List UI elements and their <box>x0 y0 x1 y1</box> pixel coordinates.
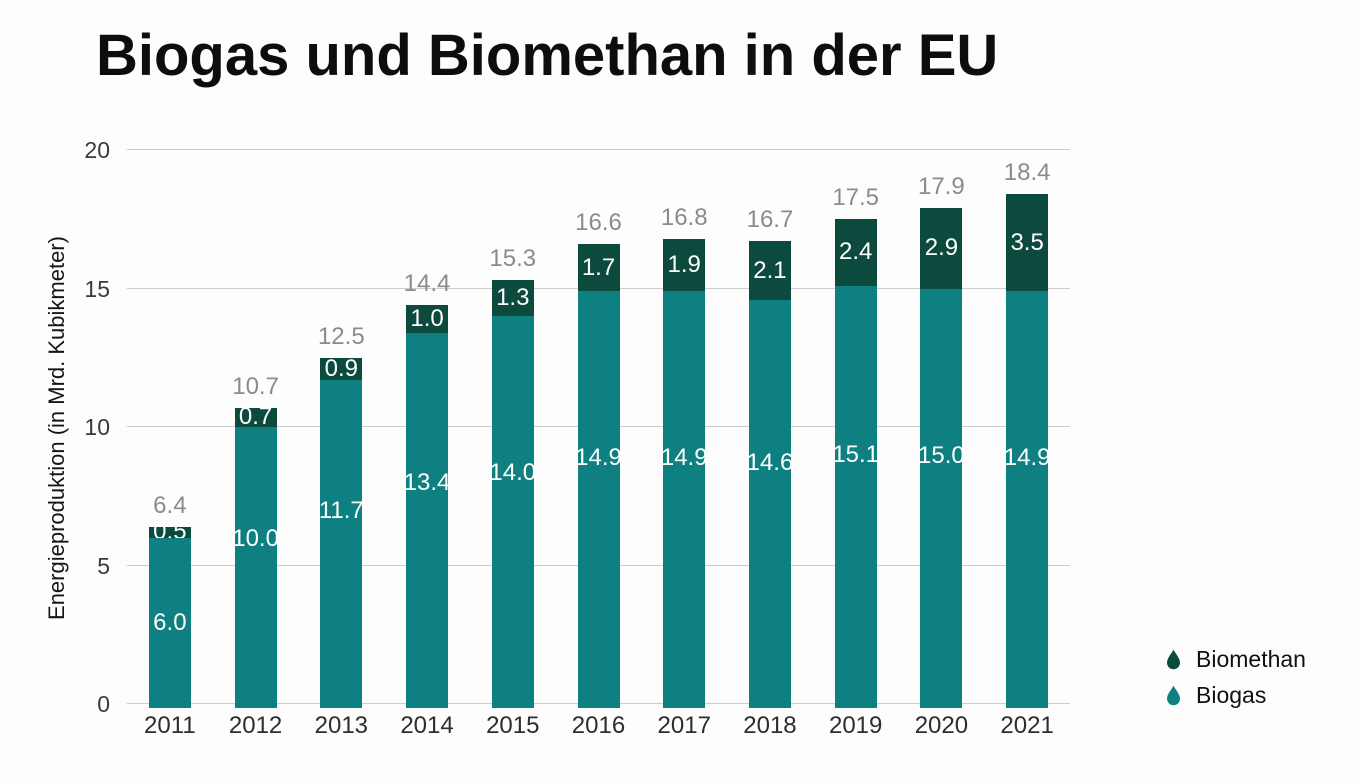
x-tick-label: 2018 <box>743 712 797 739</box>
x-tick-label: 2021 <box>1000 712 1054 739</box>
bar-2020: 2.9 15.0 <box>918 208 965 708</box>
bar-total-label: 16.6 <box>575 209 622 237</box>
bar-segment-biomethan: 0.7 <box>234 404 277 430</box>
y-axis-tick-labels: 0 5 10 15 20 <box>40 138 110 716</box>
biogas-value-label: 15.0 <box>918 442 965 470</box>
legend-item-biogas: Biogas <box>1163 682 1306 709</box>
bar-segment-biogas: 14.6 <box>746 299 794 708</box>
bar-segment-biomethan: 1.3 <box>491 280 534 317</box>
biogas-value-label: 14.9 <box>1003 443 1051 471</box>
bar-2018: 2.1 14.6 <box>746 241 794 708</box>
bar-segment-biogas: 11.7 <box>318 379 364 708</box>
chart-legend: Biomethan Biogas <box>1163 646 1306 709</box>
y-tick-label: 15 <box>84 275 110 302</box>
x-tick-label: 2012 <box>228 712 283 739</box>
bar-2011: 0.5 6.0 <box>148 519 191 708</box>
y-tick-label: 5 <box>97 552 110 579</box>
biogas-value-label: 14.6 <box>746 448 794 476</box>
biomethan-value-label: 1.7 <box>581 253 616 281</box>
x-tick-label: 2014 <box>400 712 454 739</box>
y-tick-label: 10 <box>84 414 110 440</box>
legend-item-biomethan: Biomethan <box>1163 646 1306 673</box>
x-axis-tick-labels: 2011 2012 2013 2014 2015 2016 2017 2018 2019 2020… <box>127 712 1070 744</box>
biomethan-value-label: 0.9 <box>324 354 358 382</box>
bar-segment-biomethan: 1.7 <box>577 244 620 292</box>
x-tick-label: 2011 <box>144 712 196 739</box>
bar-total-label: 6.4 <box>153 491 187 519</box>
bar-segment-biogas: 15.1 <box>832 285 880 708</box>
bar-2019: 2.4 15.1 <box>832 219 880 708</box>
bar-segment-biogas: 6.0 <box>148 537 191 708</box>
plot-area: 0.5 6.0 6.4 0.7 10.0 10.7 0.9 11.7 12.5 1.0 13.4 14… <box>127 149 1070 708</box>
bar-total-label: 18.4 <box>1003 159 1051 187</box>
bar-total-label: 15.3 <box>489 245 537 273</box>
bar-segment-biomethan: 2.4 <box>834 219 877 286</box>
bar-2013: 0.9 11.7 <box>318 354 364 708</box>
bar-segment-biomethan: 2.1 <box>748 241 791 300</box>
biomethan-value-label: 1.3 <box>496 284 530 312</box>
biogas-value-label: 14.9 <box>660 443 708 471</box>
biogas-value-label: 15.1 <box>832 440 880 468</box>
droplet-icon <box>1163 683 1184 709</box>
bar-2016: 1.7 14.9 <box>575 244 622 708</box>
bar-segment-biogas: 14.9 <box>660 291 708 708</box>
bar-segment-biogas: 14.0 <box>489 316 537 708</box>
biogas-value-label: 6.0 <box>153 608 187 636</box>
legend-label: Biomethan <box>1196 646 1306 672</box>
biomethan-value-label: 2.4 <box>838 238 873 266</box>
bar-segment-biomethan: 0.5 <box>148 519 191 545</box>
y-tick-label: 20 <box>84 137 110 163</box>
x-tick-label: 2019 <box>828 712 883 739</box>
bar-total-label: 16.7 <box>746 206 794 234</box>
bar-segment-biogas: 13.4 <box>403 332 451 708</box>
bar-segment-biomethan: 3.5 <box>1006 194 1049 292</box>
gridline <box>127 149 1070 150</box>
bar-2015: 1.3 14.0 <box>489 280 537 708</box>
biomethan-value-label: 0.7 <box>238 403 273 431</box>
y-tick-label: 0 <box>97 691 110 717</box>
bar-segment-biogas: 15.0 <box>918 288 965 708</box>
biogas-value-label: 13.4 <box>403 468 451 496</box>
bar-2021: 3.5 14.9 <box>1003 194 1051 708</box>
biomethan-value-label: 1.9 <box>667 250 701 278</box>
biomethan-value-label: 2.9 <box>924 234 959 262</box>
bar-total-label: 16.8 <box>660 203 708 231</box>
bar-segment-biomethan: 0.9 <box>320 354 363 382</box>
bar-total-label: 17.5 <box>832 184 880 212</box>
biomethan-value-label: 3.5 <box>1010 228 1044 256</box>
bar-2017: 1.9 14.9 <box>660 238 708 708</box>
bar-segment-biomethan: 1.9 <box>663 238 706 292</box>
bar-total-label: 14.4 <box>403 270 451 298</box>
biogas-value-label: 10.0 <box>232 525 279 553</box>
x-tick-label: 2013 <box>314 712 369 739</box>
bar-segment-biomethan: 2.9 <box>920 208 963 289</box>
bar-segment-biogas: 14.9 <box>575 291 622 708</box>
x-tick-label: 2020 <box>914 712 969 739</box>
x-tick-label: 2015 <box>486 712 540 739</box>
bar-2012: 0.7 10.0 <box>232 404 279 708</box>
bar-segment-biomethan: 1.0 <box>406 304 449 333</box>
biogas-value-label: 14.0 <box>489 458 537 486</box>
biomethan-value-label: 1.0 <box>410 304 444 332</box>
x-tick-label: 2016 <box>571 712 626 739</box>
chart-title: Biogas und Biomethan in der EU <box>96 23 999 88</box>
biogas-value-label: 14.9 <box>575 443 622 471</box>
bar-segment-biogas: 10.0 <box>232 427 279 708</box>
bar-total-label: 12.5 <box>317 322 365 350</box>
biomethan-value-label: 2.1 <box>753 256 787 284</box>
bar-total-label: 17.9 <box>918 173 965 201</box>
x-tick-label: 2017 <box>657 712 711 739</box>
droplet-icon <box>1163 647 1184 673</box>
bar-total-label: 10.7 <box>232 372 279 400</box>
legend-label: Biogas <box>1196 682 1267 708</box>
bar-segment-biogas: 14.9 <box>1003 291 1051 708</box>
bar-2014: 1.0 13.4 <box>403 304 451 708</box>
biogas-value-label: 11.7 <box>318 497 364 525</box>
